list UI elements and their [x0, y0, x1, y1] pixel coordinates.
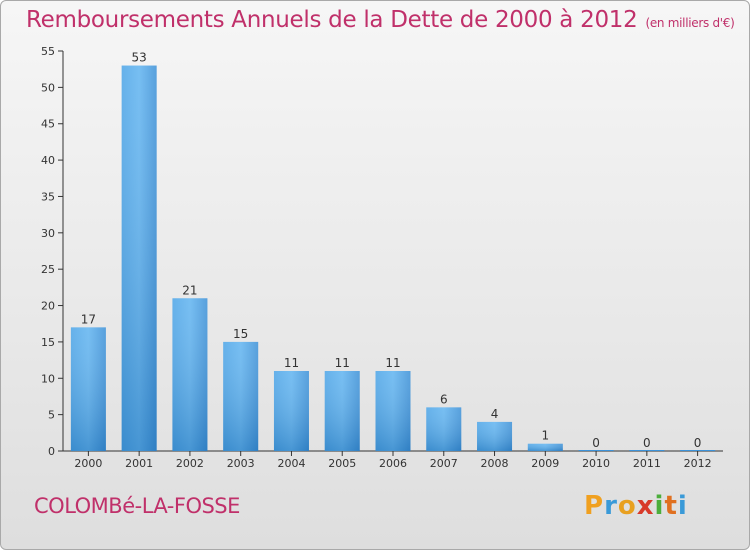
y-tick-label: 50: [41, 81, 55, 94]
x-tick-label: 2004: [277, 457, 305, 470]
chart-title: Remboursements Annuels de la Dette de 20…: [26, 7, 735, 33]
brand-logo: Proxiti: [584, 491, 688, 521]
x-tick-label: 2000: [74, 457, 102, 470]
x-tick-label: 2005: [328, 457, 356, 470]
brand-letter: t: [664, 491, 678, 521]
brand-letter: o: [617, 491, 637, 521]
brand-letter: P: [584, 491, 605, 521]
bar: [578, 450, 614, 451]
brand-letter: i: [654, 491, 665, 521]
brand-letter: x: [636, 491, 655, 521]
data-label: 4: [491, 407, 499, 421]
bar-shade: [375, 371, 411, 451]
bar: [629, 450, 665, 451]
bar-shade: [477, 421, 513, 451]
data-label: 53: [132, 51, 147, 65]
bar-shade: [121, 65, 157, 451]
x-tick-label: 2001: [125, 457, 153, 470]
labels: 2000 17 2001 53 2002 21 2003 15 2004 11 2005 11 2006…: [74, 51, 711, 470]
brand-letter: r: [604, 491, 618, 521]
y-tick-label: 35: [41, 190, 55, 203]
y-tick-label: 0: [48, 445, 55, 458]
data-label: 0: [592, 436, 600, 450]
x-tick-label: 2002: [176, 457, 204, 470]
data-label: 1: [541, 429, 549, 443]
bar-shade: [527, 443, 563, 451]
bar-shade: [426, 407, 462, 451]
y-tick-label: 5: [48, 409, 55, 422]
data-label: 11: [385, 356, 400, 370]
bar-shade: [70, 327, 106, 451]
brand-letter: i: [677, 491, 688, 521]
unit-note: (en milliers d'€): [645, 16, 735, 30]
x-tick-label: 2008: [481, 457, 509, 470]
x-tick-label: 2012: [684, 457, 712, 470]
y-tick-label: 10: [41, 372, 55, 385]
x-tick-label: 2009: [531, 457, 559, 470]
y-tick-label: 20: [41, 300, 55, 313]
x-tick-label: 2006: [379, 457, 407, 470]
x-tick-label: 2011: [633, 457, 661, 470]
data-label: 11: [284, 356, 299, 370]
y-tick-label: 30: [41, 227, 55, 240]
data-label: 11: [335, 356, 350, 370]
x-tick-label: 2003: [227, 457, 255, 470]
y-tick-label: 15: [41, 336, 55, 349]
y-tick-label: 25: [41, 263, 55, 276]
data-label: 0: [694, 436, 702, 450]
title-text: Remboursements Annuels de la Dette de 20…: [26, 7, 638, 33]
bar-shade: [223, 341, 259, 451]
data-label: 6: [440, 392, 448, 406]
x-tick-label: 2010: [582, 457, 610, 470]
bar-shade: [172, 298, 208, 451]
data-label: 17: [81, 312, 96, 326]
y-tick-label: 45: [41, 118, 55, 131]
x-tick-label: 2007: [430, 457, 458, 470]
bars: [70, 65, 716, 451]
y-tick-label: 55: [41, 45, 55, 58]
commune-name: COLOMBé-LA-FOSSE: [34, 494, 240, 518]
data-label: 0: [643, 436, 651, 450]
bar: [680, 450, 716, 451]
data-label: 15: [233, 327, 248, 341]
y-tick-label: 40: [41, 154, 55, 167]
bar-shade: [324, 371, 360, 451]
bar-shade: [273, 371, 309, 451]
data-label: 21: [182, 283, 197, 297]
